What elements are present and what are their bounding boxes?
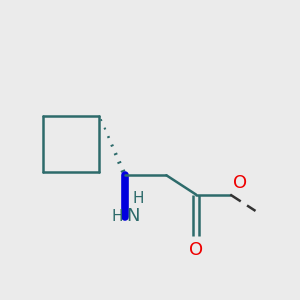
Text: H: H: [112, 209, 123, 224]
Text: N: N: [126, 207, 140, 225]
Text: H: H: [132, 191, 144, 206]
Text: O: O: [232, 174, 247, 192]
Text: O: O: [189, 241, 203, 259]
